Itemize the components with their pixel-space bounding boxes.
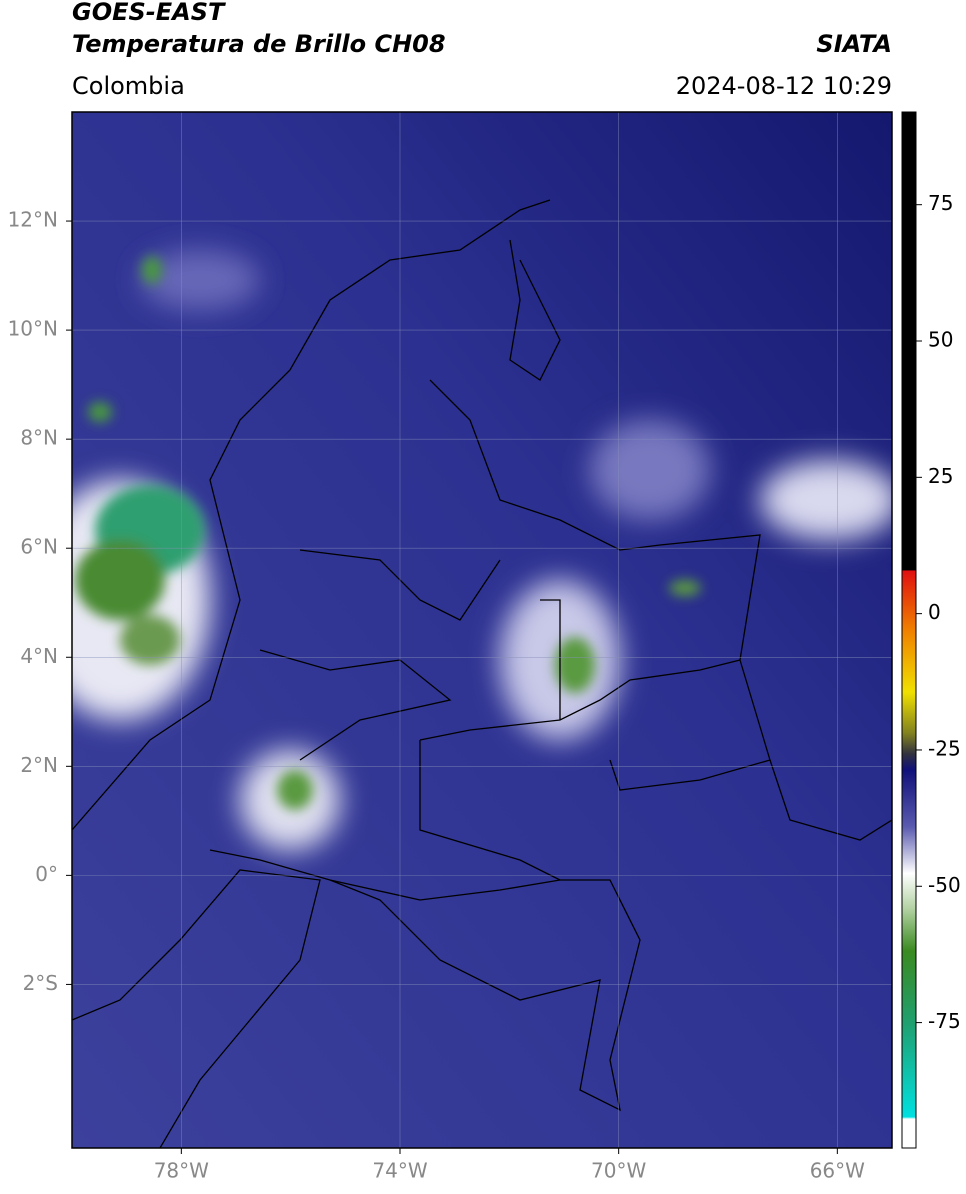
borders [72,199,892,1148]
y-tick-label: 0° [35,862,58,886]
x-tick-label: 74°W [372,1159,427,1183]
colorbar-tick-label: -25 [928,736,961,760]
region: Colombia [72,72,185,100]
datetime: 2024-08-12 10:29 [676,72,892,100]
product: Temperatura de Brillo CH08 [72,30,446,58]
graticule [72,112,892,1148]
colorbar-tick-label: -75 [928,1009,961,1033]
colorbar-tick-label: 0 [928,600,941,624]
source: SIATA [816,30,892,58]
y-tick-label: 2°N [20,753,58,777]
colorbar [901,111,917,1149]
x-tick-label: 70°W [591,1159,646,1183]
colorbar-tick-label: -50 [928,873,961,897]
cold-tops [75,256,701,810]
colorbar-tick-label: 75 [928,191,953,215]
y-tick-label: 8°N [20,426,58,450]
satellite-image [72,112,892,1148]
colorbar-tick-label: 25 [928,464,953,488]
y-tick-label: 4°N [20,644,58,668]
x-tick-label: 78°W [154,1159,209,1183]
y-tick-label: 2°S [23,971,58,995]
y-tick-label: 12°N [8,208,58,232]
y-tick-label: 10°N [8,317,58,341]
y-tick-label: 6°N [20,535,58,559]
map-frame [71,111,893,1149]
colorbar-tick-label: 50 [928,328,953,352]
x-tick-label: 66°W [810,1159,865,1183]
satellite: GOES-EAST [72,0,226,26]
